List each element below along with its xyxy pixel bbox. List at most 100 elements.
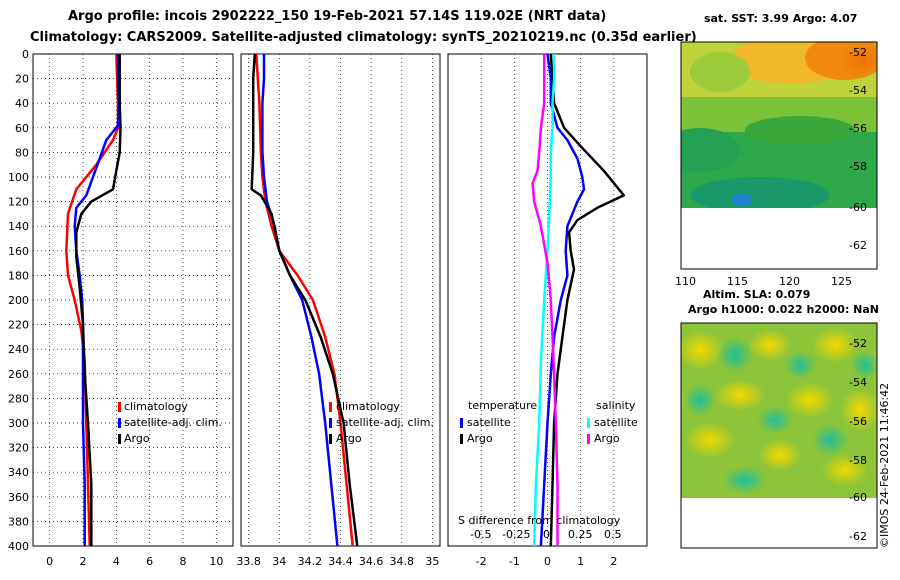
temperature-series-argo <box>75 54 122 546</box>
sla-y-tick: -54 <box>849 376 867 389</box>
title-line-1: Argo profile: incois 2902222_150 19-Feb-… <box>68 9 606 24</box>
sla-map-title-1: Altim. SLA: 0.079 <box>703 288 810 301</box>
temperature-grid <box>33 54 233 546</box>
salinity-x-tick: 35 <box>425 555 439 568</box>
difference-series-temperature-satellite <box>539 53 586 547</box>
credit-text: ©IMOS 24-Feb-2021 11:46:42 <box>878 383 891 548</box>
sst-map-title: sat. SST: 3.99 Argo: 4.07 <box>704 12 857 25</box>
sst-y-tick: -52 <box>849 46 867 59</box>
depth-tick-labels: 0 20 40 60 80 100 120 140 160 180 200 220 240 260 280 3… <box>8 48 29 553</box>
salinity-x-tick: 34.6 <box>359 555 384 568</box>
sla-high <box>840 388 877 432</box>
difference-profile-lines <box>531 53 626 547</box>
depth-tick: 400 <box>8 540 29 553</box>
temperature-x-tick: 4 <box>113 555 120 568</box>
depth-tick: 380 <box>8 515 29 528</box>
difference-grid <box>480 54 615 546</box>
salinity-series-argo <box>250 53 359 547</box>
temperature-profile-lines <box>65 53 122 547</box>
depth-tick: 120 <box>8 196 29 209</box>
legend-swatch-argo <box>329 434 332 444</box>
legend-label-sal-argo: Argo <box>594 432 620 445</box>
legend-label-argo: Argo <box>124 432 150 445</box>
legend-swatch-satellite <box>329 418 332 428</box>
sla-high <box>811 327 859 363</box>
sla-low <box>851 351 877 379</box>
sst-y-tick: -60 <box>849 201 867 214</box>
legend-title-salinity: salinity <box>596 399 636 412</box>
salinity-profile-lines <box>250 53 359 547</box>
salinity-x-tick-labels: 33.8 34 34.2 34.4 34.6 34.8 35 <box>236 555 439 568</box>
legend-label-temp-satellite: satellite <box>467 416 511 429</box>
s-tick: 0.25 <box>568 528 593 541</box>
salinity-x-tick: 34.4 <box>328 555 353 568</box>
difference-series-temperature-argo <box>549 53 626 547</box>
sst-map: -52 -54 -56 -58 -60 -62 110 115 120 125 <box>675 41 878 288</box>
depth-tick: 260 <box>8 368 29 381</box>
difference-panel-frame <box>447 53 648 547</box>
salinity-x-tick: 34.2 <box>298 555 323 568</box>
sst-y-ticks: -52 -54 -56 -58 -60 -62 <box>849 46 867 252</box>
depth-tick: 60 <box>15 122 29 135</box>
sla-low <box>717 337 753 373</box>
sla-high <box>821 454 869 486</box>
sst-patch <box>745 116 855 144</box>
sla-low <box>784 351 816 379</box>
depth-tick: 180 <box>8 269 29 282</box>
depth-tick: 340 <box>8 466 29 479</box>
sst-y-tick: -62 <box>849 239 867 252</box>
sst-y-tick: -54 <box>849 84 867 97</box>
legend-swatch-sal-argo <box>587 434 590 444</box>
legend-swatch-climatology <box>329 402 332 412</box>
sla-y-tick: -62 <box>849 530 867 543</box>
salinity-x-tick: 34.8 <box>389 555 414 568</box>
depth-tick: 300 <box>8 417 29 430</box>
depth-tick: 360 <box>8 491 29 504</box>
sla-high <box>714 379 766 411</box>
sla-y-tick: -56 <box>849 415 867 428</box>
salinity-series-satellite-adj-clim- <box>261 54 339 547</box>
sst-x-tick: 120 <box>779 275 800 288</box>
legend-swatch-argo <box>118 434 121 444</box>
salinity-x-tick: 33.8 <box>236 555 261 568</box>
temperature-x-tick-labels: 0 2 4 6 8 10 <box>46 555 223 568</box>
temperature-series-satellite-adj-clim- <box>73 54 121 546</box>
legend-title-temperature: temperature <box>468 399 537 412</box>
temperature-x-tick: 0 <box>46 555 53 568</box>
sla-low <box>812 424 848 456</box>
difference-x-tick: 1 <box>577 555 584 568</box>
legend-swatch-satellite <box>118 418 121 428</box>
sla-map: -52 -54 -56 -58 -60 -62 <box>680 322 878 549</box>
sst-x-tick: 110 <box>675 275 696 288</box>
s-axis-title: S difference from climatology <box>458 514 621 527</box>
depth-tick: 100 <box>8 171 29 184</box>
sla-high <box>684 422 736 458</box>
difference-x-tick: 2 <box>610 555 617 568</box>
depth-tick: 280 <box>8 392 29 405</box>
difference-x-tick: 0 <box>544 555 551 568</box>
temperature-x-tick: 2 <box>80 555 87 568</box>
temperature-series-climatology <box>65 53 120 547</box>
difference-x-tick: -1 <box>509 555 520 568</box>
sla-y-ticks: -52 -54 -56 -58 -60 -62 <box>849 337 867 543</box>
sla-high <box>748 329 792 361</box>
depth-tick: 200 <box>8 294 29 307</box>
s-tick: 0.5 <box>604 528 622 541</box>
depth-tick: 80 <box>15 146 29 159</box>
sla-low <box>723 466 767 494</box>
depth-tick: 160 <box>8 245 29 258</box>
sla-high <box>758 439 802 471</box>
sla-high <box>681 330 724 370</box>
difference-legend: temperature satellite Argo salinity sate… <box>460 399 638 445</box>
s-tick: -0.5 <box>470 528 491 541</box>
legend-label-argo: Argo <box>336 432 362 445</box>
sla-map-frame <box>680 322 878 549</box>
sla-y-tick: -60 <box>849 491 867 504</box>
sst-cool <box>690 177 830 208</box>
sst-x-tick: 125 <box>831 275 852 288</box>
sla-high <box>786 382 834 418</box>
salinity-legend: climatology satellite-adj. clim. Argo <box>329 400 434 445</box>
sla-y-tick: -58 <box>849 454 867 467</box>
depth-tick: 140 <box>8 220 29 233</box>
